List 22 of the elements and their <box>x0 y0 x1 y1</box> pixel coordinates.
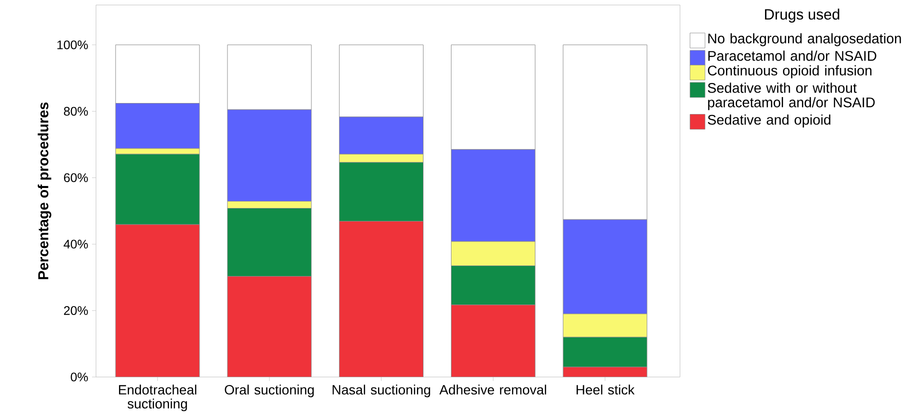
bar <box>227 276 312 377</box>
x-tick-label: Nasal suctioning <box>332 384 430 398</box>
legend-label: Sedative with or without paracetamol and/or NSAID <box>708 82 875 110</box>
bar <box>339 221 424 377</box>
x-tick-label: Endotracheal suctioning <box>119 384 196 412</box>
x-tick-label: Heel stick <box>576 384 635 395</box>
legend-label: No background analgosedation <box>708 33 901 46</box>
x-tick-label: Oral suctioning <box>224 384 314 398</box>
y-tick-label: 0% <box>70 372 88 382</box>
legend-label: Continuous opioid infusion <box>708 65 872 78</box>
bar <box>451 304 536 377</box>
y-tick-label: 40% <box>64 240 88 249</box>
bar <box>116 224 200 377</box>
x-tick-label: Adhesive removal <box>439 384 546 395</box>
y-tick-label: 60% <box>64 173 88 182</box>
legend-label: Paracetamol and/or NSAID <box>708 50 876 61</box>
y-tick-label: 20% <box>64 306 88 315</box>
y-axis-title: Percentage of procedures <box>38 102 52 280</box>
legend-title: Drugs used <box>765 8 840 23</box>
legend-label: Sedative and opioid <box>708 114 830 128</box>
y-tick-label: 100% <box>57 40 88 50</box>
y-tick-label: 80% <box>64 106 88 116</box>
